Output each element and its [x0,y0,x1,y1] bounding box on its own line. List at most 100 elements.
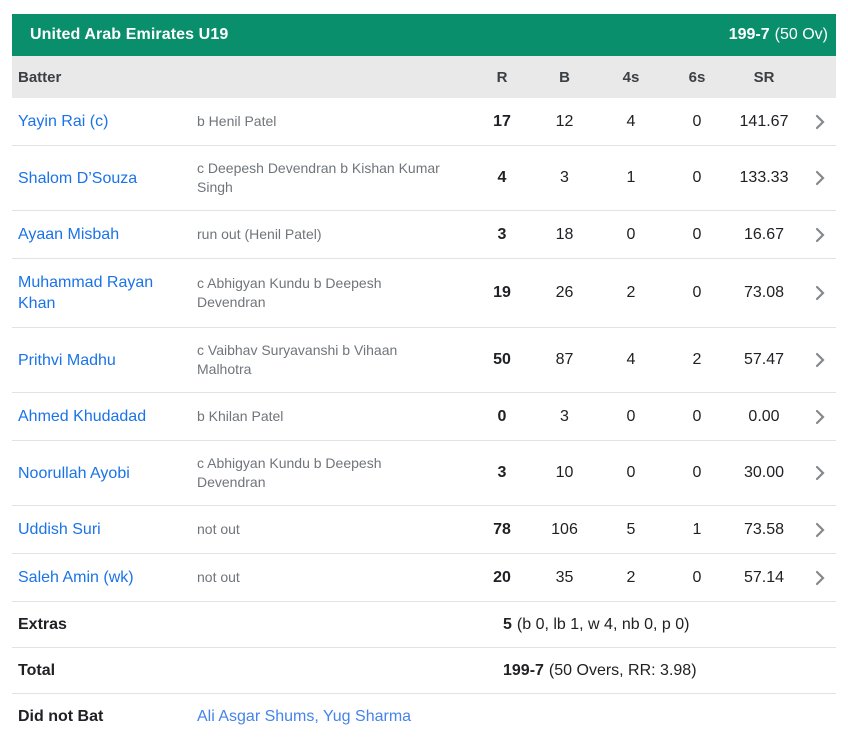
sixes-value: 0 [692,169,702,186]
batter-name-link[interactable]: Noorullah Ayobi [18,464,130,482]
sixes-value: 0 [692,407,702,425]
total-score: 199-7 [503,661,544,679]
row-expand-chevron[interactable] [804,227,836,243]
column-header-balls: B [559,68,570,86]
row-expand-chevron[interactable] [804,409,836,425]
batter-name-link[interactable]: Prithvi Madhu [18,351,116,369]
batter-name-link[interactable]: Shalom D’Souza [18,169,138,187]
extras-value: 5 (b 0, lb 1, w 4, nb 0, p 0) [467,616,689,634]
chevron-right-icon [815,170,825,186]
chevron-right-icon [815,114,825,129]
fours-value: 2 [626,284,636,301]
batter-row: Yayin Rai (c) b Henil Patel 17 12 4 0 14… [12,98,836,145]
batter-name-link[interactable]: Muhammad Rayan Khan [18,274,154,312]
row-expand-chevron[interactable] [804,352,836,368]
batter-name-cell: Muhammad Rayan Khan [12,272,197,314]
batter-name-link[interactable]: Ahmed Khudadad [18,408,147,425]
row-expand-chevron[interactable] [804,570,836,586]
balls-value: 10 [555,464,574,481]
runs-value: 20 [493,568,511,586]
dismissal-text: not out [197,521,240,537]
extras-label: Extras [18,615,67,633]
sixes-value: 2 [692,351,702,368]
row-expand-chevron[interactable] [804,114,836,130]
batter-name-cell: Yayin Rai (c) [12,111,197,132]
score-overs: (50 Ov) [774,26,828,43]
balls-value: 3 [560,407,569,425]
dismissal-text: c Abhigyan Kundu b Deepesh Devendran [197,275,382,310]
scorecard: United Arab Emirates U19 199-7 (50 Ov) Ba… [12,14,836,739]
balls-value: 87 [555,351,574,368]
column-header-fours: 4s [622,68,640,86]
balls-value: 12 [555,112,574,130]
did-not-bat-label: Did not Bat [18,707,104,725]
extras-row: Extras 5 (b 0, lb 1, w 4, nb 0, p 0) [12,601,836,647]
batter-row: Uddish Suri not out 78 106 5 1 73.58 [12,505,836,553]
batter-row: Noorullah Ayobi c Abhigyan Kundu b Deepe… [12,440,836,505]
runs-value: 78 [493,520,511,538]
chevron-right-icon [815,285,825,301]
strike-rate-value: 141.67 [739,112,789,130]
batter-name-link[interactable]: Saleh Amin (wk) [18,569,134,586]
chevron-right-icon [815,522,825,537]
runs-value: 3 [497,225,507,243]
row-expand-chevron[interactable] [804,170,836,186]
batter-row: Saleh Amin (wk) not out 20 35 2 0 57.14 [12,553,836,601]
batter-name-cell: Prithvi Madhu [12,350,197,371]
score-runs: 199-7 [728,26,770,43]
batter-name-cell: Ahmed Khudadad [12,406,197,427]
batter-name-link[interactable]: Yayin Rai (c) [18,113,109,130]
runs-value: 19 [493,284,511,301]
balls-value: 18 [555,225,574,243]
strike-rate-value: 57.47 [743,351,785,368]
extras-total: 5 [503,615,512,633]
dismissal-text: b Khilan Patel [197,408,284,424]
team-name: United Arab Emirates U19 [30,26,229,43]
runs-value: 17 [493,112,511,130]
table-header-row: Batter R B 4s 6s SR [12,56,836,98]
strike-rate-value: 133.33 [739,169,789,186]
chevron-right-icon [815,409,825,424]
batter-name-cell: Shalom D’Souza [12,168,197,189]
fours-value: 4 [626,112,636,130]
batter-name-link[interactable]: Uddish Suri [18,521,101,538]
sixes-value: 0 [692,464,702,481]
runs-value: 50 [493,351,511,368]
dismissal-text: run out (Henil Patel) [197,226,322,242]
row-expand-chevron[interactable] [804,522,836,538]
strike-rate-value: 73.08 [743,284,785,301]
dismissal-text: b Henil Patel [197,113,277,129]
strike-rate-value: 30.00 [743,464,785,481]
sixes-value: 1 [692,520,702,538]
column-header-runs: R [496,68,508,86]
fours-value: 0 [626,225,636,243]
balls-value: 26 [555,284,574,301]
batter-row: Prithvi Madhu c Vaibhav Suryavanshi b Vi… [12,327,836,392]
fours-value: 0 [626,407,636,425]
fours-value: 5 [626,520,636,538]
extras-breakdown: (b 0, lb 1, w 4, nb 0, p 0) [516,615,690,633]
strike-rate-value: 57.14 [743,568,785,586]
batter-row: Ahmed Khudadad b Khilan Patel 0 3 0 0 0.… [12,392,836,440]
sixes-value: 0 [692,112,702,130]
batter-rows: Yayin Rai (c) b Henil Patel 17 12 4 0 14… [12,98,836,601]
did-not-bat-row: Did not Bat Ali Asgar Shums, Yug Sharma [12,693,836,739]
sixes-value: 0 [692,225,702,243]
runs-value: 0 [497,407,507,425]
row-expand-chevron[interactable] [804,465,836,481]
batter-name-cell: Ayaan Misbah [12,224,197,245]
team-score: 199-7 (50 Ov) [729,26,828,44]
row-expand-chevron[interactable] [804,285,836,301]
chevron-right-icon [815,465,825,481]
sixes-value: 0 [692,568,702,586]
column-header-strike-rate: SR [753,68,775,86]
balls-value: 35 [555,568,574,586]
batter-name-link[interactable]: Ayaan Misbah [18,226,120,243]
did-not-bat-players[interactable]: Ali Asgar Shums, Yug Sharma [197,707,412,725]
batter-name-cell: Saleh Amin (wk) [12,567,197,588]
strike-rate-value: 73.58 [743,520,785,538]
dismissal-text: not out [197,569,240,585]
batter-name-cell: Uddish Suri [12,519,197,540]
strike-rate-value: 0.00 [748,407,780,425]
dismissal-text: c Deepesh Devendran b Kishan Kumar Singh [197,160,440,195]
